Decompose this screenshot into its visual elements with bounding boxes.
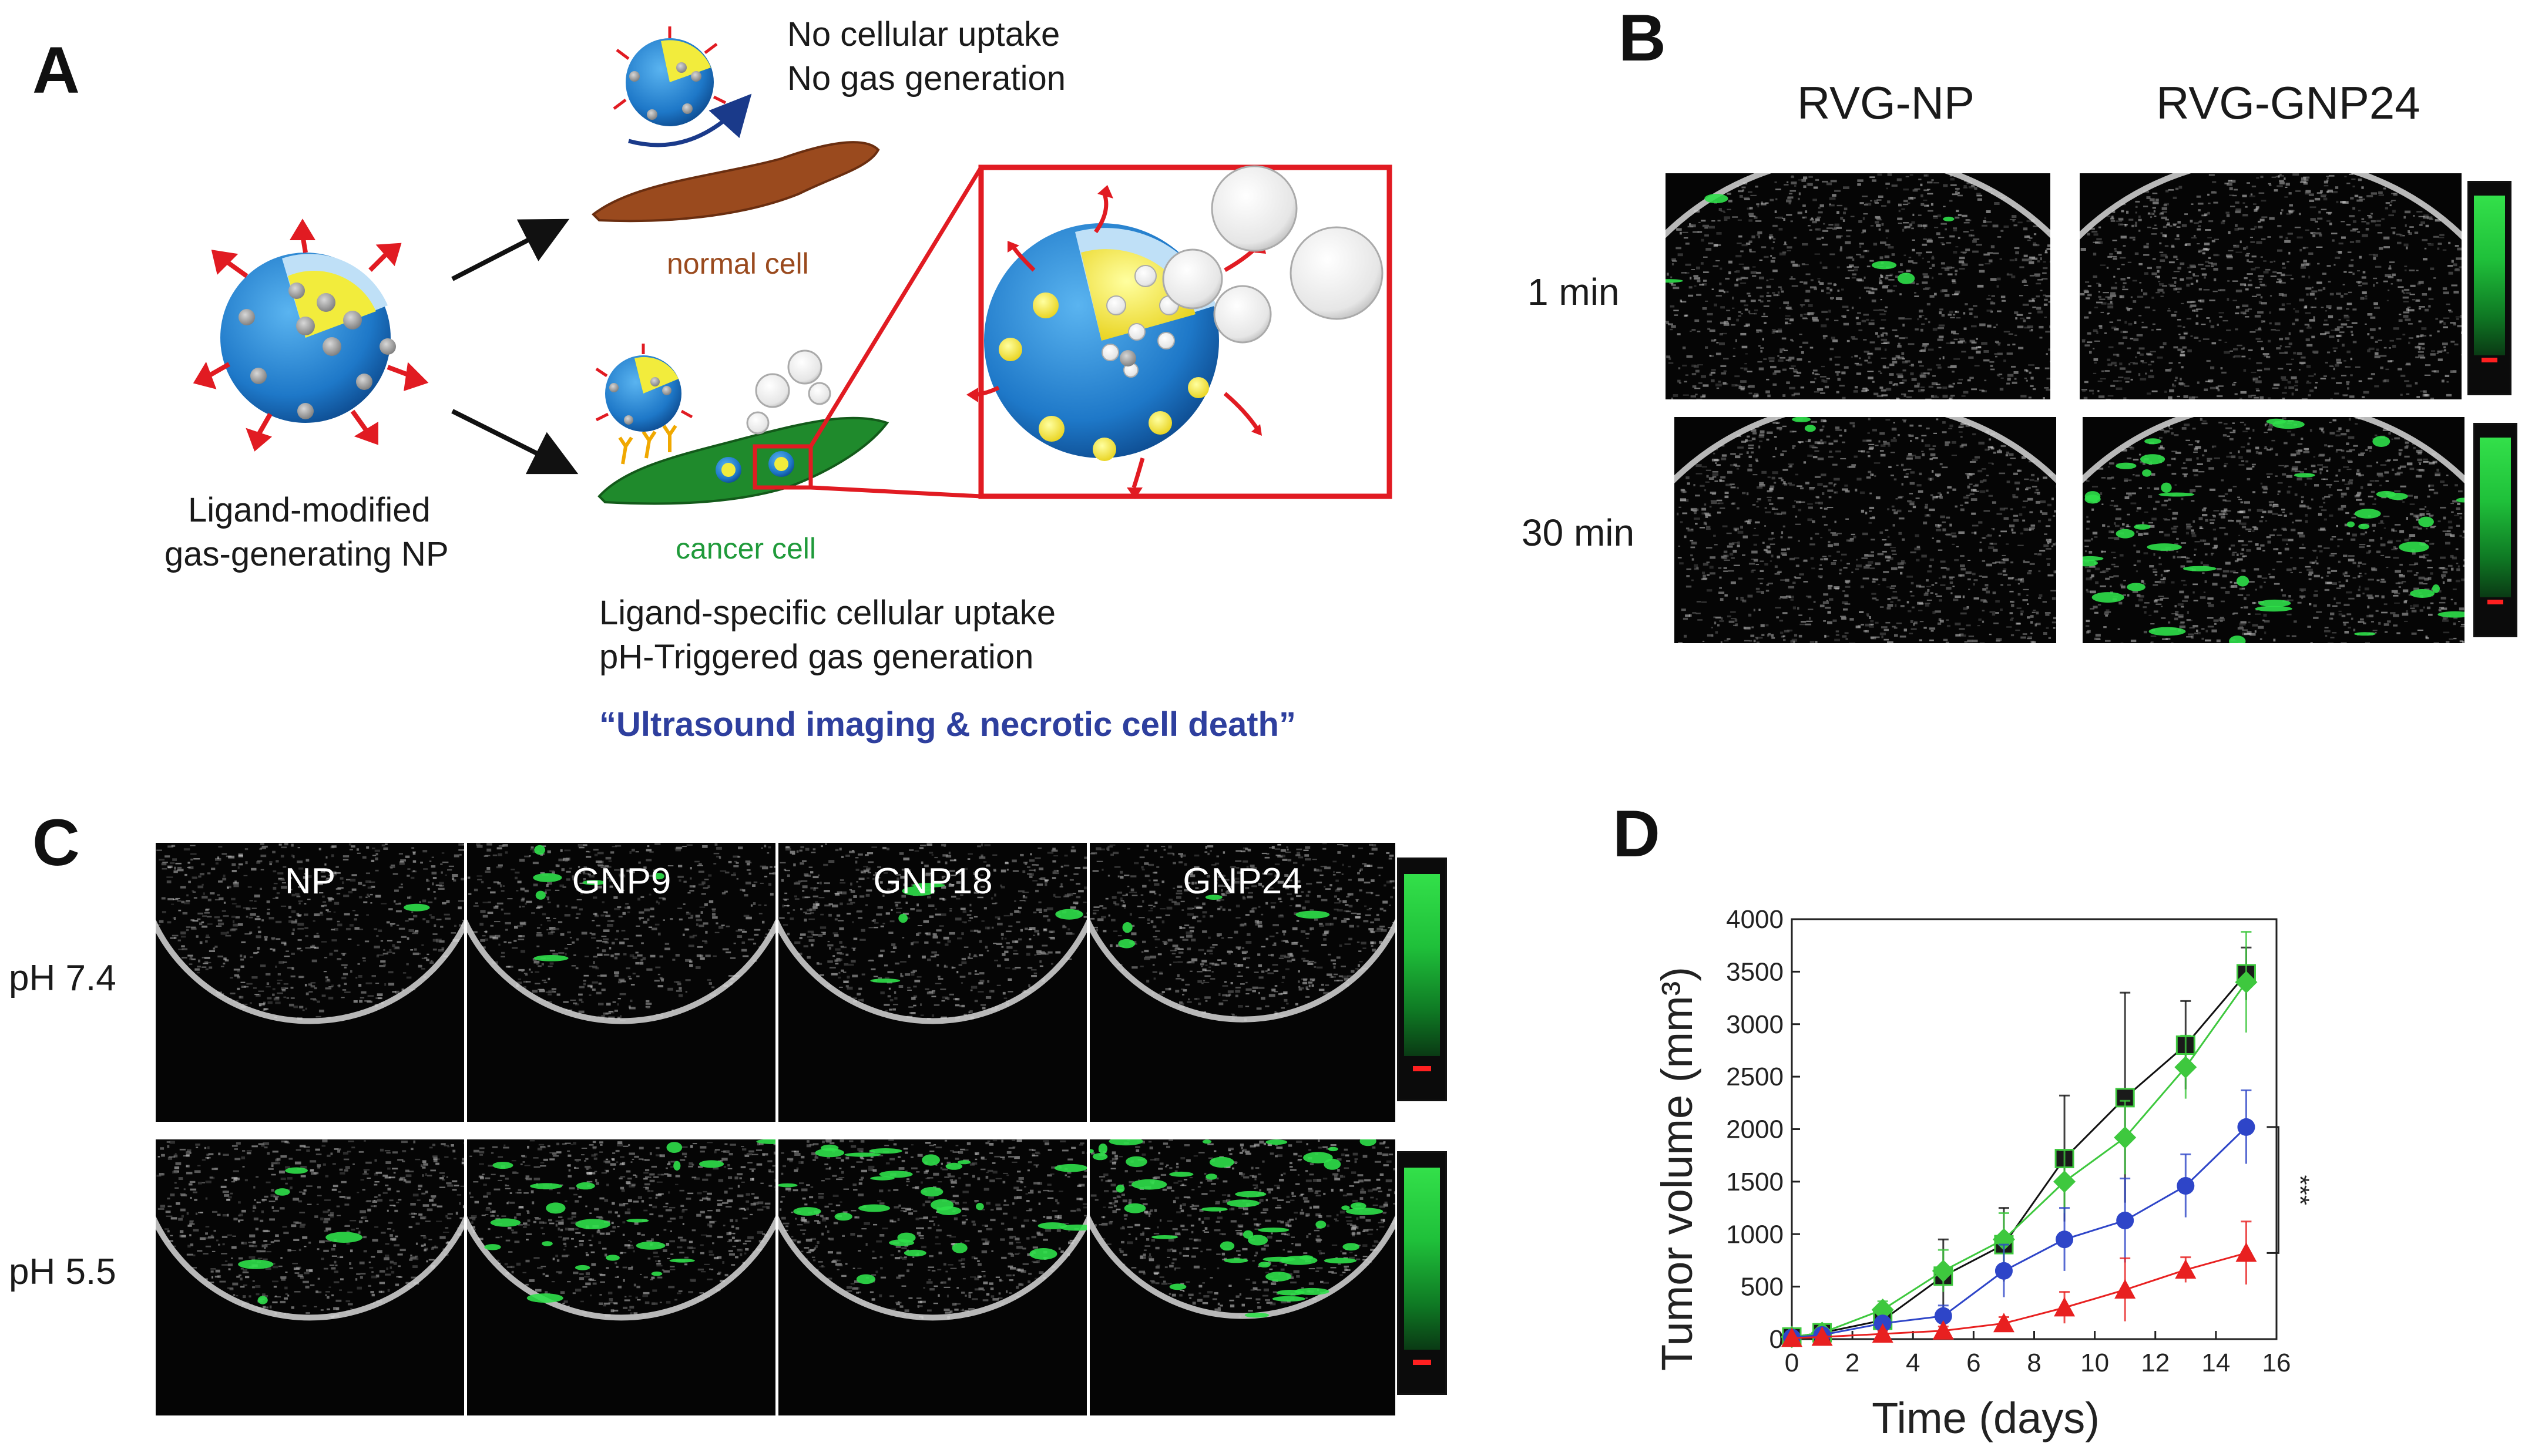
y-axis-label: Tumor volume (mm³) [1653, 967, 1701, 1371]
plot-frame [1791, 918, 2278, 1340]
data-point [2235, 1242, 2257, 1262]
zoom-source-box [753, 444, 813, 490]
significance-label: *** [2285, 1175, 2314, 1205]
x-tick-label: 10 [2080, 1349, 2109, 1377]
panel-c-col-gnp9: GNP9 [572, 861, 671, 902]
large-nanoparticle [193, 218, 429, 452]
np-label-line1: Ligand-modified [188, 491, 431, 529]
small-nanoparticle-cancer [595, 344, 693, 432]
normal-cell-shape [591, 141, 880, 223]
zoomed-nanoparticle [966, 185, 1266, 499]
x-tick-label: 0 [1785, 1349, 1799, 1377]
us-image-c-gnp24-ph74 [1090, 843, 1395, 1122]
data-point [1781, 1327, 1802, 1347]
data-point [2114, 1279, 2136, 1299]
data-point [1811, 1326, 1833, 1346]
y-tick-label: 2000 [1726, 1115, 1784, 1144]
data-point [2114, 1126, 2137, 1149]
panel-a-label: A [32, 33, 80, 107]
gas-bubbles-large [1162, 165, 1384, 344]
panel-c-col-np: NP [284, 861, 336, 902]
data-point [2174, 1056, 2197, 1079]
cancer-line2: pH-Triggered gas generation [599, 638, 1034, 676]
panel-b-row1: 1 min [1527, 271, 1620, 313]
panel-c-row2: pH 5.5 [9, 1252, 116, 1292]
data-point [2177, 1177, 2195, 1195]
small-nanoparticle-normal [613, 26, 727, 126]
us-image-b-rvggnp24-30min [2083, 417, 2464, 643]
panel-d-label: D [1613, 797, 1660, 870]
data-point [2054, 1297, 2076, 1317]
data-point [2116, 1212, 2134, 1230]
panel-c-col-gnp18: GNP18 [873, 861, 993, 902]
y-tick-label: 1000 [1726, 1220, 1784, 1249]
y-tick-label: 1500 [1726, 1168, 1784, 1196]
panel-b-row2: 30 min [1522, 512, 1635, 554]
cancer-cell-label: cancer cell [676, 532, 816, 565]
y-tick-label: 3000 [1726, 1010, 1784, 1039]
us-image-b-rvgnp-30min [1674, 417, 2056, 643]
us-image-c-np-ph74 [156, 843, 464, 1122]
data-point [1872, 1323, 1893, 1343]
colorbar-b-bottom [2473, 423, 2517, 637]
x-tick-label: 12 [2141, 1349, 2170, 1377]
data-point [2053, 1170, 2076, 1193]
series-line-2 [1791, 1126, 2247, 1339]
y-tick-label: 3500 [1726, 957, 1784, 986]
x-tick-label: 14 [2201, 1349, 2230, 1377]
data-point [1992, 1228, 2015, 1251]
normal-line1: No cellular uptake [787, 15, 1060, 53]
significance-bracket [2267, 1126, 2279, 1254]
colorbar-c-top [1397, 858, 1447, 1101]
y-tick-label: 500 [1741, 1273, 1784, 1302]
panel-b-label: B [1619, 1, 1666, 75]
gas-bubbles-small [746, 349, 831, 435]
data-point [1932, 1259, 1955, 1282]
quote-label: “Ultrasound imaging & necrotic cell deat… [599, 705, 1296, 744]
panel-c-label: C [32, 806, 80, 879]
data-point [1871, 1298, 1894, 1321]
us-image-c-np-ph55 [156, 1139, 464, 1415]
x-tick-label: 8 [2027, 1349, 2041, 1377]
panel-b-col1: RVG-NP [1797, 77, 1975, 129]
cancer-line1: Ligand-specific cellular uptake [599, 594, 1056, 632]
colorbar-c-bottom [1397, 1151, 1447, 1395]
data-point [2237, 1118, 2255, 1136]
x-tick-label: 16 [2262, 1349, 2291, 1377]
x-axis-label: Time (days) [1872, 1394, 2100, 1442]
panel-a-diagram [193, 26, 1392, 505]
data-point [2235, 971, 2258, 994]
us-image-c-gnp18-ph55 [778, 1139, 1087, 1415]
us-image-b-rvggnp24-1min [2080, 173, 2462, 399]
series-line-0 [1791, 973, 2247, 1338]
us-image-c-gnp24-ph55 [1090, 1139, 1395, 1415]
panel-c-row1: pH 7.4 [9, 958, 116, 998]
x-tick-label: 2 [1845, 1349, 1859, 1377]
us-image-b-rvgnp-1min [1666, 173, 2050, 399]
panel-b-col2: RVG-GNP24 [2156, 77, 2420, 129]
normal-line2: No gas generation [787, 59, 1066, 97]
panel-c-col-gnp24: GNP24 [1183, 861, 1302, 902]
data-point [1993, 1313, 2014, 1333]
x-tick-label: 4 [1906, 1349, 1920, 1377]
us-image-c-gnp9-ph74 [467, 843, 775, 1122]
tumor-volume-chart: Tumor volume (mm³) Time (days) 0 2 4 6 8 10 12… [1653, 905, 2314, 1442]
data-point [1932, 1320, 1954, 1340]
data-point [1934, 1307, 1952, 1325]
y-tick-label: 2500 [1726, 1062, 1784, 1091]
y-tick-label: 0 [1769, 1325, 1784, 1354]
y-tick-label: 4000 [1726, 905, 1784, 934]
np-label-line2: gas-generating NP [164, 535, 449, 573]
us-image-c-gnp18-ph74 [778, 843, 1087, 1122]
x-tick-label: 6 [1966, 1349, 1980, 1377]
data-point [2056, 1230, 2074, 1249]
us-image-c-gnp9-ph55 [467, 1139, 775, 1415]
series-line-1 [1791, 981, 2247, 1338]
cancer-cell-internal-np [716, 451, 794, 483]
data-point [1995, 1262, 2013, 1280]
colorbar-b-top [2467, 181, 2511, 395]
data-point [2175, 1259, 2197, 1279]
normal-cell-label: normal cell [667, 247, 809, 280]
